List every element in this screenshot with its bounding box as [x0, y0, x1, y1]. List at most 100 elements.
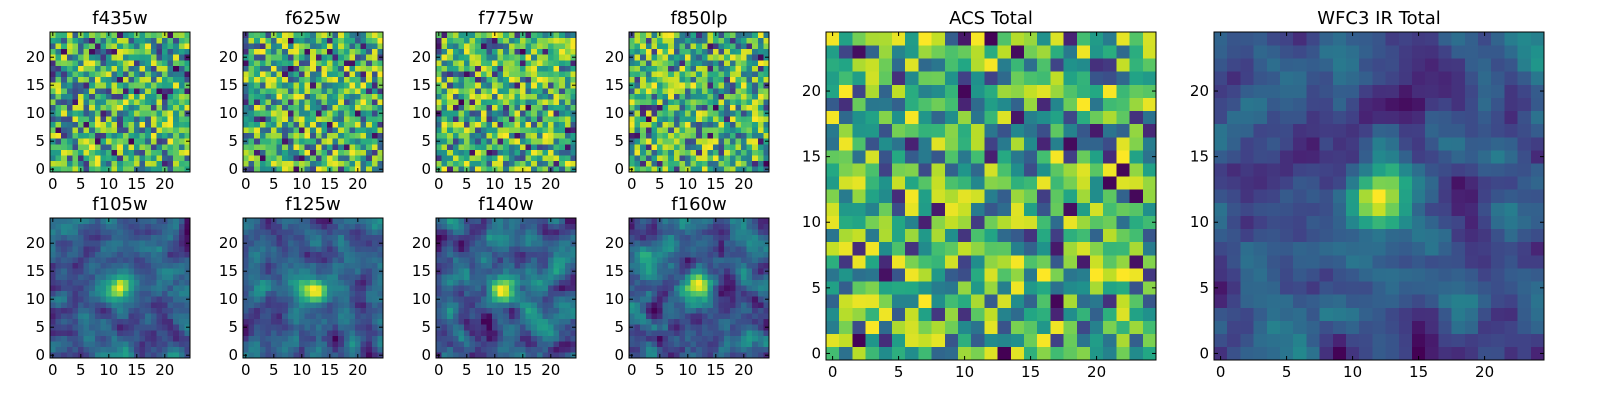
heatmap-cell: [78, 246, 84, 252]
heatmap-cell: [145, 268, 152, 275]
heatmap-cell: [167, 65, 174, 72]
heatmap-cell: [508, 32, 515, 38]
heatmap-cell: [436, 160, 442, 167]
heatmap-cell: [469, 330, 476, 336]
heatmap-cell: [287, 71, 294, 78]
heatmap-cell: [752, 313, 759, 320]
heatmap-cell: [701, 155, 708, 162]
heatmap-cell: [542, 48, 549, 55]
heatmap-cell: [332, 149, 339, 156]
heatmap-cell: [657, 138, 663, 145]
heatmap-cell: [259, 37, 266, 44]
heatmap-cell: [679, 104, 686, 111]
heatmap-cell: [452, 218, 459, 224]
heatmap-cell: [757, 121, 764, 128]
heatmap-cell: [729, 127, 736, 134]
heatmap-cell: [259, 155, 266, 162]
heatmap-cell: [332, 262, 339, 269]
heatmap-cell: [377, 160, 384, 167]
heatmap-cell: [111, 296, 118, 303]
heatmap-cell: [746, 307, 753, 314]
heatmap-cell: [441, 296, 448, 303]
heatmap-cell: [173, 262, 180, 269]
heatmap-cell: [514, 296, 521, 303]
heatmap-cell: [696, 121, 703, 128]
heatmap-cell: [128, 37, 135, 44]
heatmap-cell: [117, 223, 124, 230]
heatmap-cell: [321, 246, 328, 252]
heatmap-cell: [271, 127, 277, 134]
heatmap-cell: [553, 335, 560, 342]
heatmap-cell: [94, 76, 101, 83]
heatmap-cell: [701, 110, 708, 117]
heatmap-cell: [447, 335, 454, 342]
heatmap-cell: [254, 330, 261, 336]
heatmap-cell: [436, 121, 442, 128]
heatmap-cell: [89, 54, 96, 61]
heatmap-cell: [327, 296, 333, 303]
heatmap-cell: [293, 246, 300, 252]
heatmap-cell: [441, 240, 448, 247]
heatmap-cell: [486, 99, 493, 106]
heatmap-cell: [349, 54, 356, 61]
heatmap-cell: [548, 99, 554, 106]
heatmap-cell: [520, 160, 526, 167]
heatmap-cell: [447, 155, 454, 162]
heatmap-cell: [299, 71, 305, 78]
heatmap-cell: [531, 116, 538, 122]
heatmap-cell: [371, 279, 378, 286]
heatmap-cell: [315, 82, 322, 89]
heatmap-cell: [117, 82, 124, 89]
heatmap-cell: [673, 285, 680, 292]
heatmap-cell: [475, 324, 482, 331]
heatmap-cell: [173, 251, 180, 258]
heatmap-cell: [276, 234, 283, 241]
heatmap-cell: [265, 318, 272, 325]
heatmap-cell: [66, 121, 73, 128]
heatmap-cell: [447, 307, 454, 314]
heatmap-cell: [259, 223, 266, 230]
heatmap-cell: [458, 307, 465, 314]
heatmap-cell: [61, 166, 68, 173]
heatmap-cell: [735, 144, 742, 150]
heatmap-cell: [525, 60, 532, 66]
heatmap-cell: [634, 65, 641, 72]
heatmap-cell: [276, 104, 283, 111]
heatmap-cell: [377, 346, 384, 353]
heatmap-cell: [536, 110, 543, 117]
heatmap-cell: [78, 240, 84, 247]
heatmap-cell: [746, 48, 753, 55]
heatmap-cell: [55, 76, 62, 83]
heatmap-cell: [634, 99, 641, 106]
heatmap-cell: [184, 341, 191, 348]
heatmap-cell: [145, 37, 152, 44]
heatmap-cell: [441, 71, 448, 78]
heatmap-cell: [763, 279, 770, 286]
heatmap-cell: [480, 110, 487, 117]
heatmap-cell: [525, 346, 532, 353]
heatmap-cell: [634, 318, 641, 325]
heatmap-cell: [173, 76, 180, 83]
heatmap-cell: [122, 65, 129, 72]
heatmap-cell: [122, 268, 129, 275]
heatmap-cell: [514, 229, 521, 236]
heatmap-cell: [458, 99, 465, 106]
heatmap-cell: [55, 144, 62, 150]
heatmap-cell: [536, 99, 543, 106]
heatmap-cell: [78, 251, 84, 258]
heatmap-cell: [553, 296, 560, 303]
heatmap-cell: [377, 127, 384, 134]
heatmap-cell: [243, 43, 249, 50]
heatmap-cell: [321, 65, 328, 72]
heatmap-cell: [293, 234, 300, 241]
heatmap-cell: [673, 302, 680, 308]
heatmap-cell: [343, 155, 350, 162]
heatmap-cell: [640, 37, 647, 44]
heatmap-cell: [332, 93, 339, 100]
heatmap-cell: [452, 290, 459, 297]
heatmap-cell: [332, 302, 339, 308]
heatmap-cell: [343, 246, 350, 252]
heatmap-cell: [248, 110, 255, 117]
heatmap-cell: [338, 48, 345, 55]
heatmap-cell: [117, 262, 124, 269]
